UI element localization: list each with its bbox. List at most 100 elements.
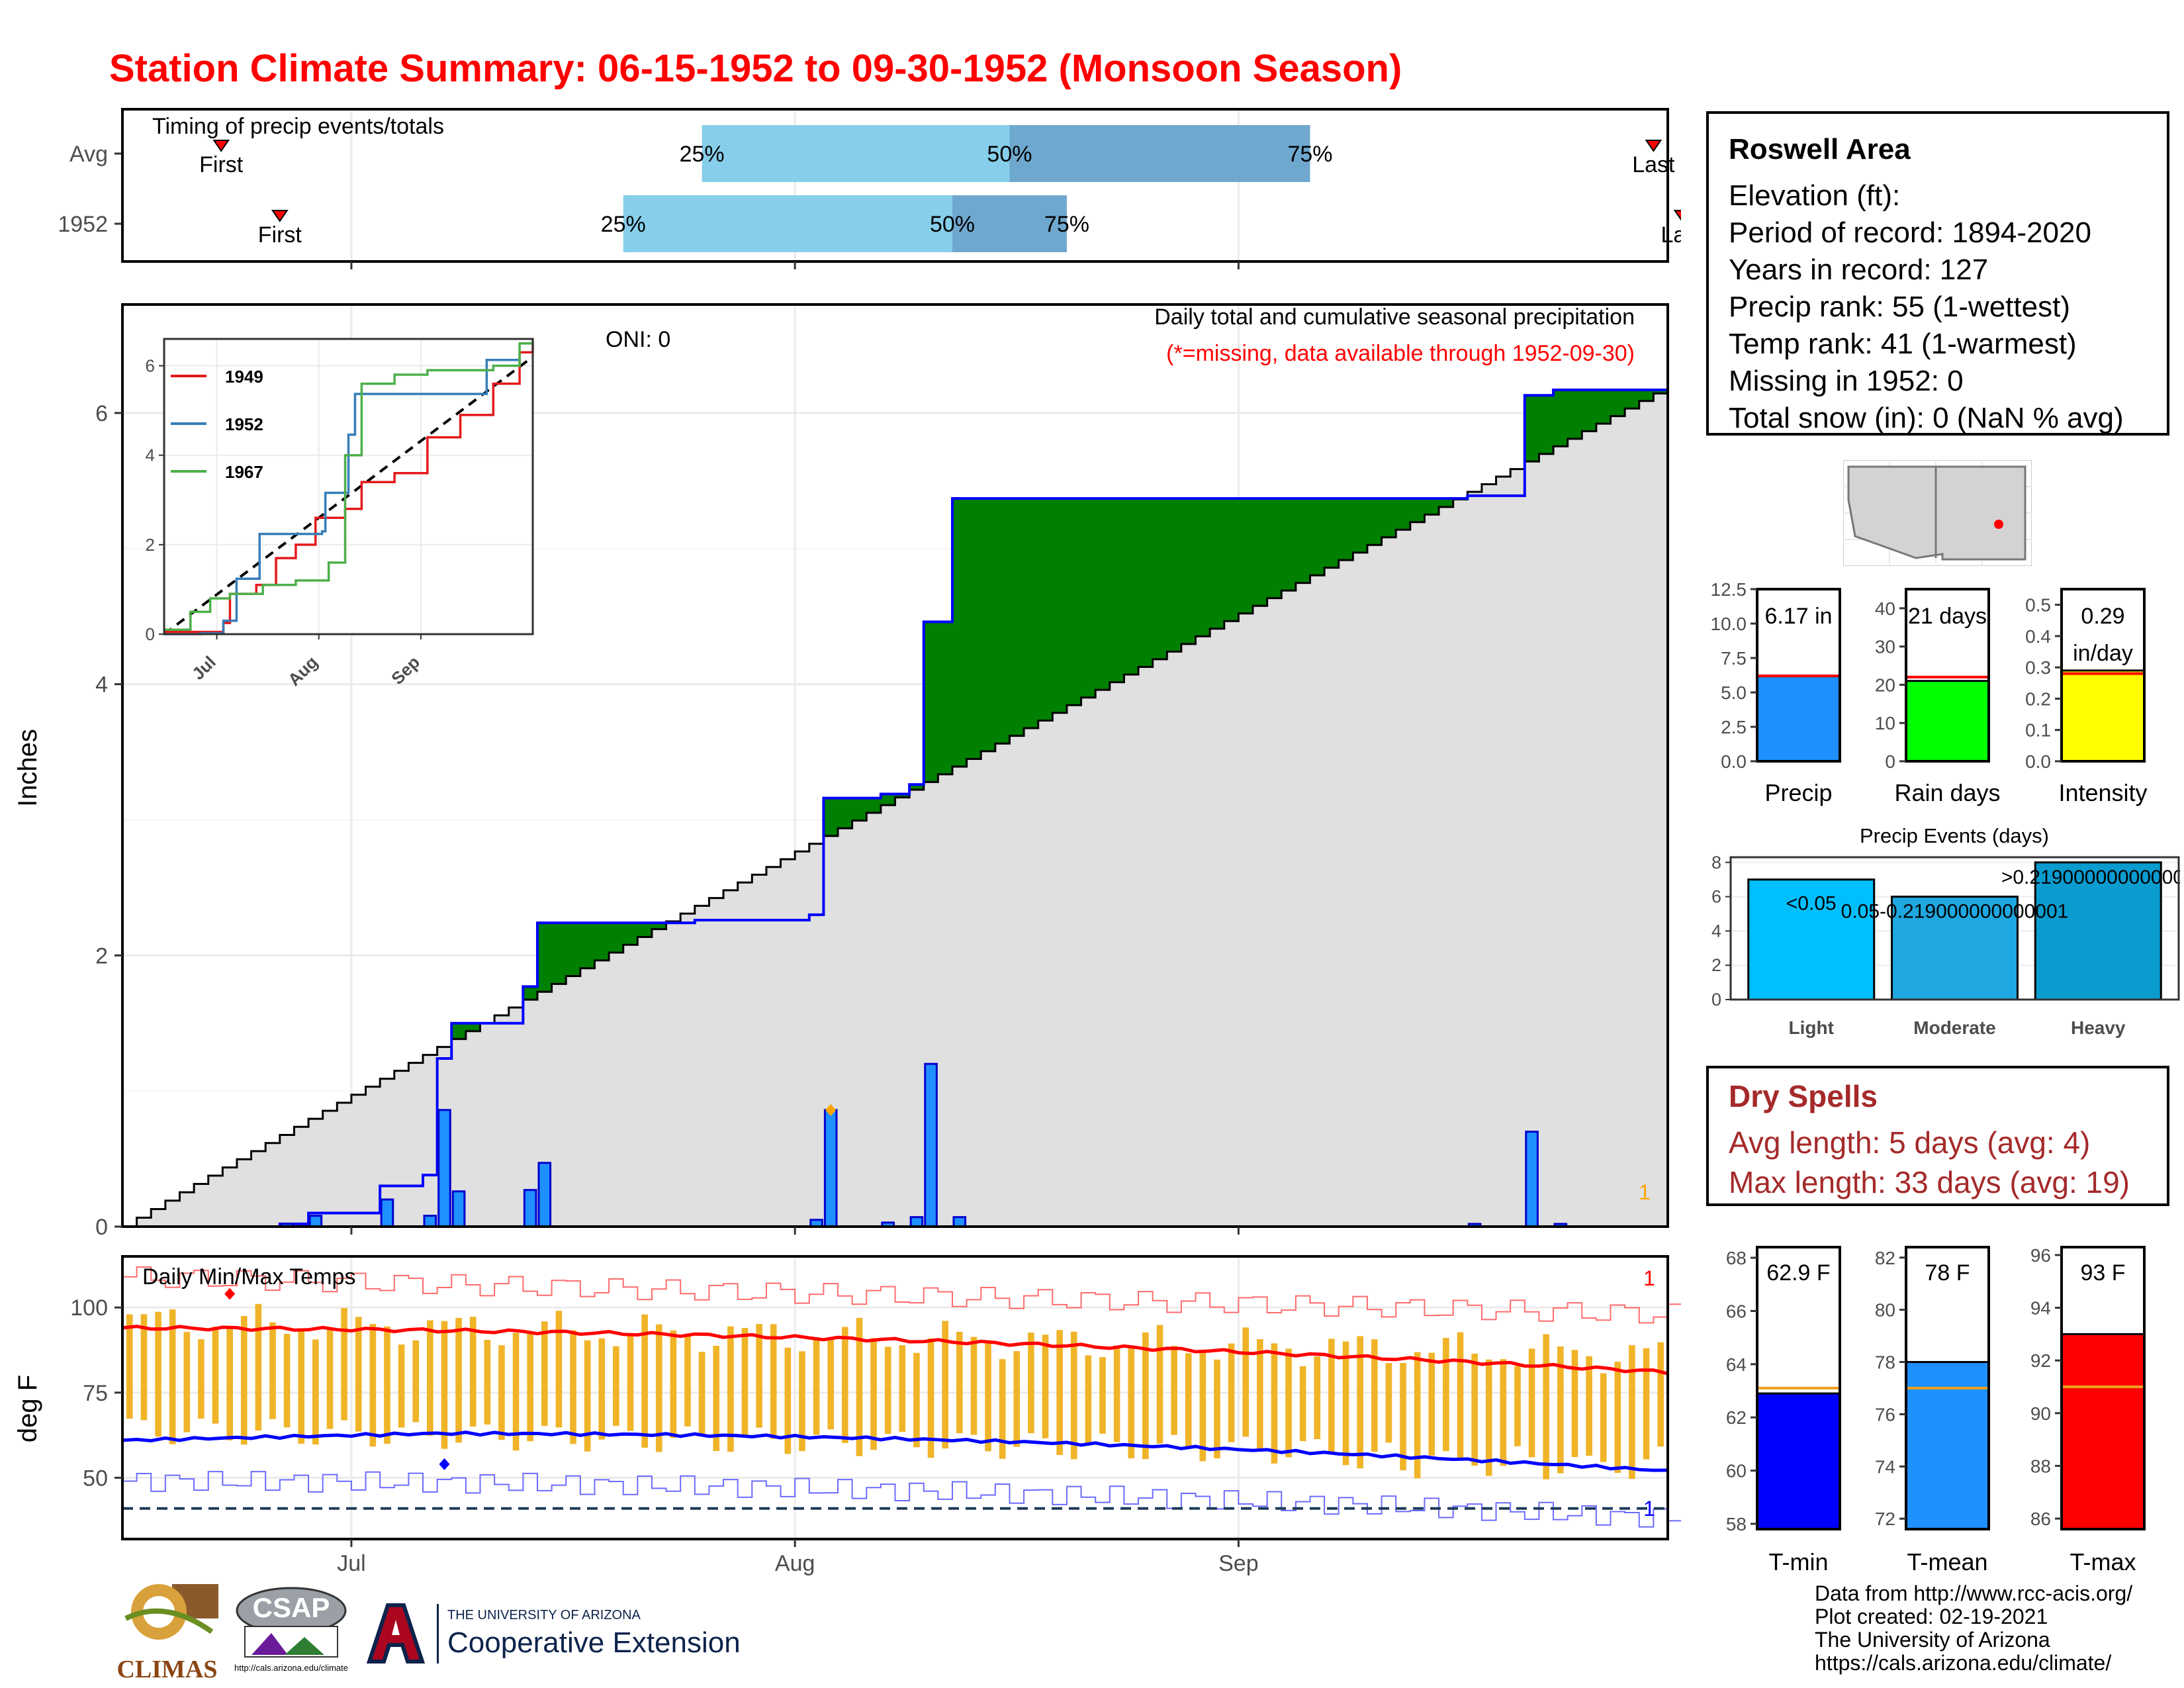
mini-panel-y-tick-label: 78	[1875, 1352, 1895, 1373]
daily-precip-bar	[437, 1109, 451, 1228]
mini-panel-y-tick-label: 0	[1885, 751, 1895, 772]
daily-temp-bar	[155, 1311, 161, 1437]
cumulative-anomaly-fill	[1567, 390, 1582, 439]
timing-bar-q25-q50	[702, 125, 1010, 182]
cumulative-anomaly-fill	[952, 498, 968, 767]
cumulative-anomaly-fill	[880, 794, 895, 806]
precip-events-bar-heavy	[2034, 861, 2162, 1001]
mini-panel-value-label: 21 days	[1908, 604, 1987, 629]
mini-panel-intensity: 0.29 in/day 0.0 0.1 0.2 0.3 0.4 0.5 Intensity	[2025, 588, 2148, 806]
precip-events-frame	[1729, 856, 2180, 1001]
daily-temp-bar	[1643, 1348, 1650, 1460]
inset-series-line-1952	[164, 358, 521, 635]
mini-panel-y-tick-label: 96	[2030, 1245, 2051, 1266]
mini-panel-value-label: 93 F	[2080, 1260, 2125, 1286]
daily-temp-bar	[827, 1340, 835, 1430]
cumulative-anomaly-fill	[1553, 390, 1569, 447]
mini-panel-y-tick-label: 10.0	[1711, 614, 1747, 634]
temp-y-tick-label: 50	[83, 1466, 108, 1491]
daily-temp-bar	[412, 1340, 420, 1423]
daily-temp-bar	[756, 1324, 762, 1428]
main-annotation-title: Daily total and cumulative seasonal prec…	[1154, 305, 1635, 330]
mini-panel-y-tick-label: 58	[1726, 1514, 1747, 1534]
precip-events-y-tick-label: 2	[1711, 955, 1721, 975]
footer-line-url: https://cals.arizona.edu/climate/	[1815, 1651, 2112, 1675]
mini-panel-category-label: T-max	[2070, 1548, 2136, 1575]
temp-frame	[121, 1255, 1669, 1540]
daily-temp-bar	[842, 1327, 848, 1443]
daily-temp-bar	[298, 1331, 305, 1444]
precip-events-title: Precip Events (days)	[1860, 824, 2049, 847]
main-y-axis-label: Inches	[13, 729, 42, 807]
cumulative-anomaly-fill	[1167, 498, 1182, 652]
daily-temp-bar	[1142, 1332, 1149, 1460]
average-min-temp-line	[122, 1430, 1668, 1472]
mini-panel-y-tick-label: 0.0	[1721, 751, 1747, 772]
precip-events-bar-label-moderate: 0.05-0.219000000000001	[1841, 901, 2069, 923]
precip-events-category-label: Light	[1789, 1017, 1834, 1038]
station-temp-rank: Temp rank: 41 (1-warmest)	[1729, 328, 2077, 360]
inset-legend-label-1967: 1967	[225, 462, 263, 482]
cumulative-anomaly-fill	[1524, 395, 1539, 462]
mini-panel-y-tick-label: 0.1	[2025, 720, 2051, 741]
climas-logo: CLIMAS	[106, 1579, 228, 1683]
temp-x-tick-label: Sep	[1218, 1551, 1259, 1575]
daily-temp-bar	[255, 1303, 262, 1431]
mini-panel-y-tick-label: 5.0	[1721, 682, 1747, 703]
daily-temp-bar	[169, 1309, 176, 1444]
daily-temp-bar	[584, 1340, 591, 1452]
daily-precip-bar	[308, 1215, 323, 1228]
cumulative-anomaly-fill	[1338, 498, 1353, 561]
precip-events-bar-label-heavy: >0.219000000000001	[2001, 867, 2184, 888]
footer-line-data-source: Data from http://www.rcc-acis.org/	[1815, 1581, 2133, 1605]
inset-y-tick-label: 2	[146, 535, 155, 555]
temp-y-axis-label: deg F	[13, 1375, 42, 1442]
timing-last-label: Last	[1661, 222, 1681, 248]
cumulative-anomaly-fill	[1224, 498, 1239, 622]
mini-panel-y-tick-label: 10	[1875, 713, 1895, 733]
cumulative-anomaly-fill	[1267, 498, 1282, 598]
daily-temp-bar	[655, 1324, 662, 1452]
daily-temp-bar	[1128, 1346, 1135, 1459]
mini-panel-y-tick-label: 0.4	[2025, 626, 2051, 647]
daily-precip-bar	[423, 1215, 437, 1228]
precip-events-y-tick-label: 6	[1711, 887, 1721, 907]
cumulative-anomaly-fill	[451, 1023, 467, 1039]
daily-temp-bar	[1414, 1352, 1421, 1479]
daily-temp-bar	[927, 1338, 934, 1458]
csap-logo: CSAP http://cals.arizona.edu/climate	[232, 1585, 351, 1685]
cumulative-anomaly-fill	[1582, 390, 1597, 432]
cumulative-anomaly-fill	[1610, 390, 1625, 416]
cumulative-anomaly-fill	[1124, 498, 1139, 675]
mini-panel-category-label: Intensity	[2058, 779, 2147, 806]
average-cumulative-line	[122, 385, 1669, 1228]
daily-temp-bar	[1242, 1327, 1250, 1437]
cumulative-anomaly-fill	[1253, 498, 1268, 606]
timing-first-label: First	[258, 222, 302, 248]
timing-last-marker	[1673, 210, 1681, 221]
csap-text: CSAP	[252, 1592, 330, 1623]
daily-temp-bar	[1013, 1351, 1021, 1447]
daily-temp-bar	[1328, 1338, 1335, 1455]
mini-panel-y-tick-label: 0.2	[2025, 688, 2051, 709]
cumulative-anomaly-fill	[623, 923, 638, 945]
daily-temp-bar	[541, 1321, 548, 1427]
cumulative-anomaly-fill	[909, 784, 925, 790]
daily-temp-bar	[1428, 1352, 1435, 1456]
cumulative-anomaly-fill	[1653, 390, 1668, 394]
timing-row-label: Avg	[69, 142, 108, 167]
record-low-count: 1	[1643, 1497, 1655, 1521]
cumulative-anomaly-fill	[1424, 498, 1439, 515]
timing-row-label: 1952	[58, 212, 108, 237]
daily-temp-bar	[856, 1317, 863, 1456]
cumulative-anomaly-fill	[1353, 498, 1368, 553]
cumulative-anomaly-fill	[1109, 498, 1124, 682]
cumulative-anomaly-fill	[1439, 498, 1454, 507]
mini-panel-y-tick-label: 76	[1875, 1404, 1895, 1425]
daily-temp-bar	[527, 1333, 533, 1442]
average-max-temp-line	[122, 1325, 1668, 1376]
cumulative-anomaly-fill	[637, 923, 653, 937]
daily-temp-bar	[1614, 1362, 1621, 1474]
daily-temp-bar	[784, 1347, 792, 1454]
seasonal-precip-totals: 6.17 in 0.0 2.5 5.0 7.5 10.0 12.5 Precip 21 days…	[1711, 579, 2148, 806]
